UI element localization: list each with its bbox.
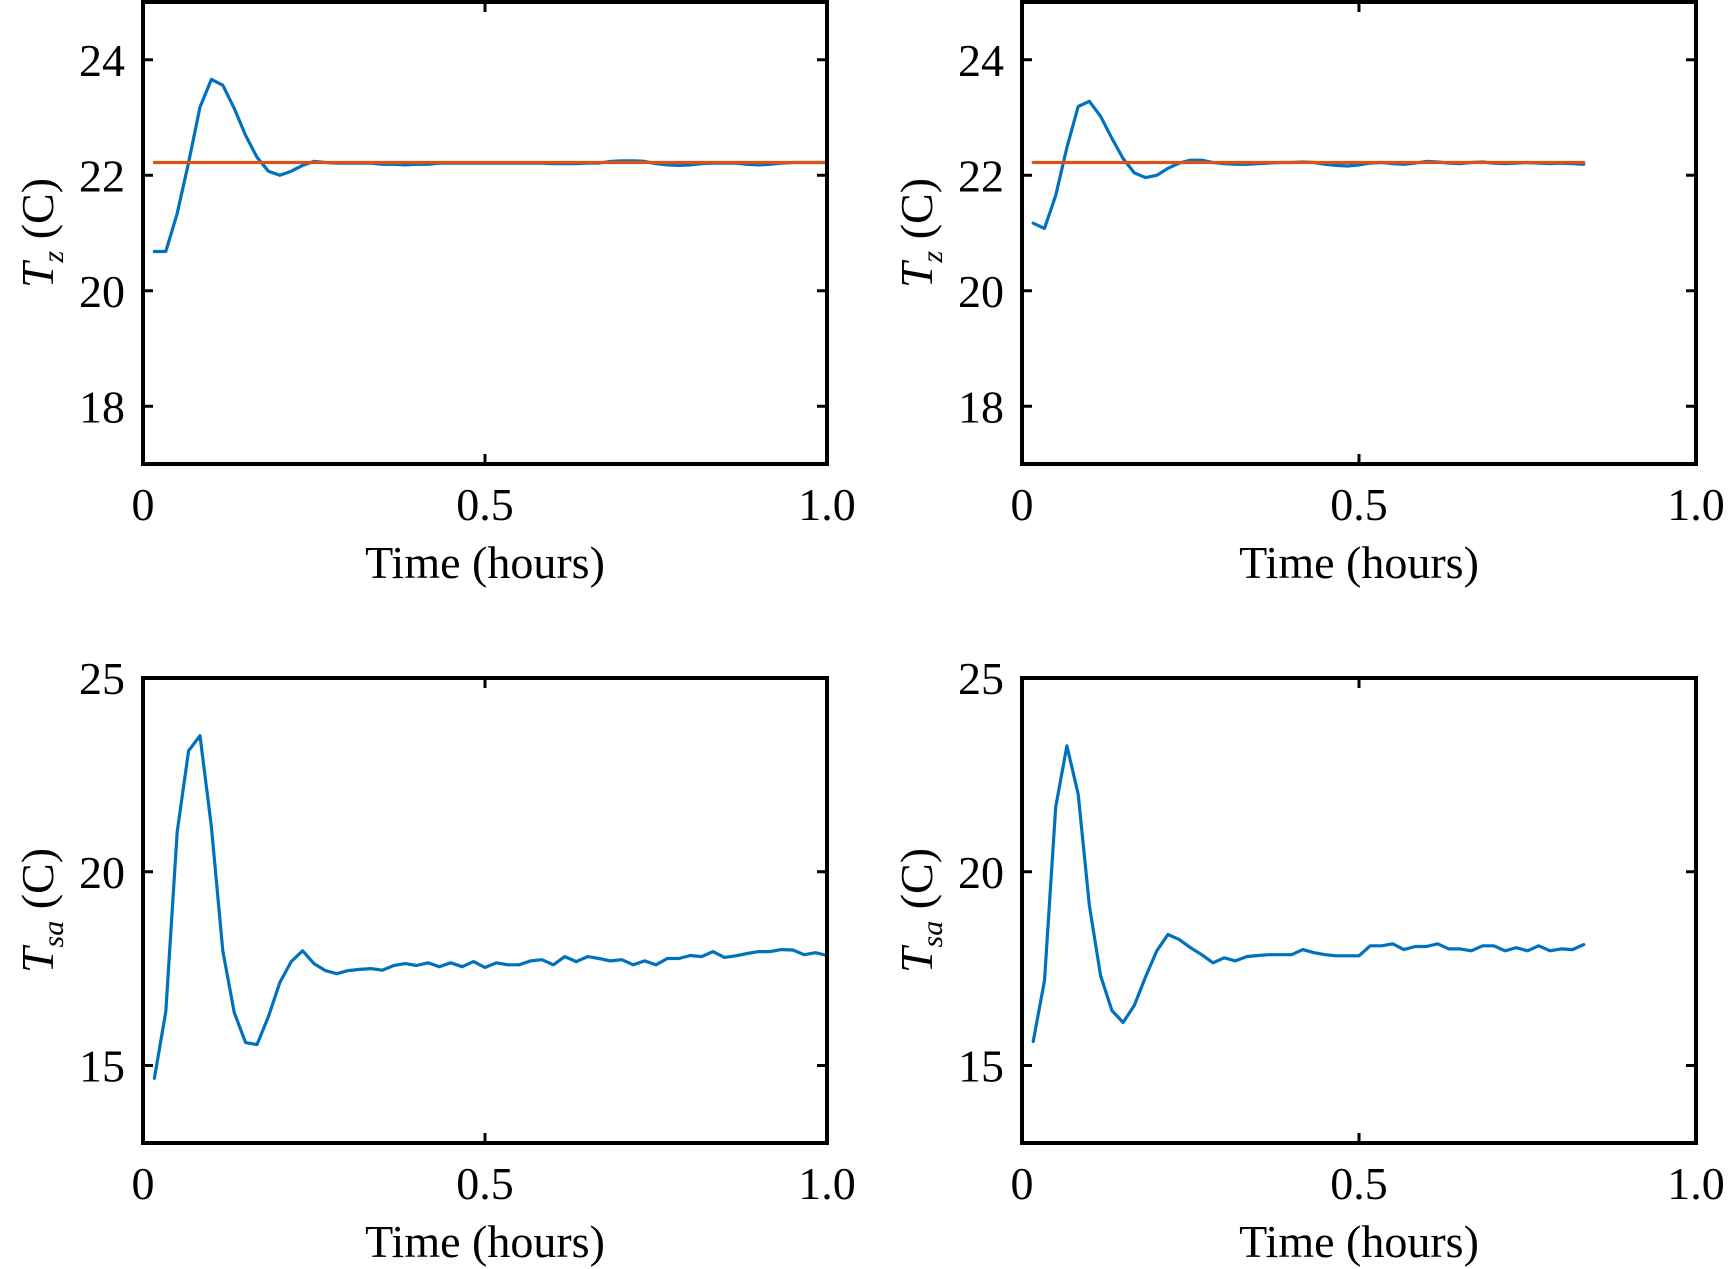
x-tick-label: 1.0 [798, 479, 856, 530]
y-tick-label: 25 [79, 653, 125, 704]
y-tick-label: 18 [79, 381, 125, 432]
axes-box [141, 676, 829, 1145]
y-tick-label: 15 [958, 1041, 1004, 1092]
x-axis-label: Time (hours) [1239, 1216, 1479, 1267]
y-axis-label-subscript: z [37, 250, 70, 263]
y-axis-label-unit: (C) [12, 178, 63, 251]
series-line-supply-air-temperature [152, 734, 829, 1080]
x-tick-label: 0.5 [456, 1158, 514, 1209]
y-tick-label: 20 [958, 266, 1004, 317]
y-axis-label-symbol: T [12, 944, 63, 973]
x-tick-label: 0 [1011, 1158, 1034, 1209]
x-axis-label: Time (hours) [1239, 537, 1479, 588]
axes-box [1020, 676, 1698, 1145]
y-axis-label-symbol: T [891, 259, 942, 288]
y-tick-label: 24 [958, 35, 1004, 86]
x-tick-label: 0.5 [1330, 479, 1388, 530]
x-tick-label: 1.0 [1667, 479, 1725, 530]
x-tick-label: 0.5 [1330, 1158, 1388, 1209]
y-axis-label-subscript: z [916, 250, 949, 263]
x-axis-label: Time (hours) [365, 537, 605, 588]
y-axis-label: Tz (C) [12, 178, 70, 288]
x-tick-label: 0 [132, 1158, 155, 1209]
panel-top-left: 0 0.5 1.0 18 20 22 24 Time (hours) Tz (C) [12, 0, 856, 588]
y-tick-label: 24 [79, 35, 125, 86]
series-line-supply-air-temperature [1031, 744, 1586, 1044]
y-axis-label-unit: (C) [891, 178, 942, 251]
y-tick-label: 20 [958, 847, 1004, 898]
panel-bottom-right: 0 0.5 1.0 15 20 25 Time (hours) Tsa (C) [891, 653, 1725, 1267]
y-axis-label-subscript: sa [916, 921, 949, 948]
panel-top-right: 0 0.5 1.0 18 20 22 24 Time (hours) Tz (C) [891, 0, 1725, 588]
axes-box [141, 0, 829, 466]
series-line-zone-temperature [152, 77, 829, 254]
y-tick-label: 20 [79, 266, 125, 317]
y-tick-label: 25 [958, 653, 1004, 704]
x-tick-label: 1.0 [1667, 1158, 1725, 1209]
y-axis-label-unit: (C) [891, 848, 942, 921]
y-axis-label-symbol: T [12, 259, 63, 288]
x-tick-label: 1.0 [798, 1158, 856, 1209]
y-tick-label: 22 [79, 150, 125, 201]
y-tick-label: 20 [79, 847, 125, 898]
y-tick-label: 18 [958, 381, 1004, 432]
y-axis-label: Tz (C) [891, 178, 949, 288]
x-tick-label: 0.5 [456, 479, 514, 530]
y-axis-label-symbol: T [891, 944, 942, 973]
y-tick-label: 15 [79, 1041, 125, 1092]
panel-bottom-left: 0 0.5 1.0 15 20 25 Time (hours) Tsa (C) [12, 653, 856, 1267]
y-axis-label-subscript: sa [37, 921, 70, 948]
y-axis-label: Tsa (C) [12, 848, 70, 973]
y-axis-label-unit: (C) [12, 848, 63, 921]
series-line-zone-temperature [1031, 99, 1586, 230]
y-tick-label: 22 [958, 150, 1004, 201]
x-tick-label: 0 [1011, 479, 1034, 530]
axes-box [1020, 0, 1698, 466]
x-tick-label: 0 [132, 479, 155, 530]
x-axis-label: Time (hours) [365, 1216, 605, 1267]
y-axis-label: Tsa (C) [891, 848, 949, 973]
